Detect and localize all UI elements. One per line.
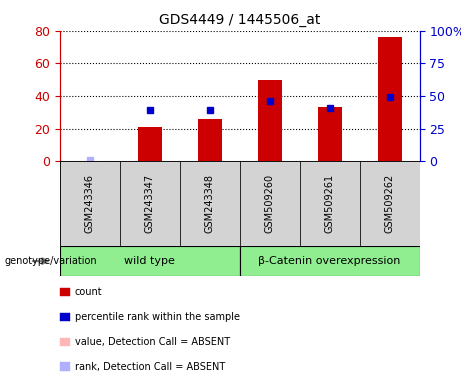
Bar bbox=[378, 37, 402, 161]
Text: wild type: wild type bbox=[124, 256, 175, 266]
Bar bbox=[258, 79, 282, 161]
Bar bbox=[300, 161, 360, 246]
Text: rank, Detection Call = ABSENT: rank, Detection Call = ABSENT bbox=[75, 362, 225, 372]
Text: count: count bbox=[75, 287, 102, 297]
Bar bbox=[240, 246, 420, 276]
Bar bbox=[318, 108, 342, 161]
Bar bbox=[60, 161, 120, 246]
Bar bbox=[360, 161, 420, 246]
Text: GSM243346: GSM243346 bbox=[85, 174, 95, 233]
Bar bbox=[240, 161, 300, 246]
Text: GSM243348: GSM243348 bbox=[205, 174, 215, 233]
Title: GDS4449 / 1445506_at: GDS4449 / 1445506_at bbox=[159, 13, 320, 27]
Bar bbox=[120, 161, 180, 246]
Text: GSM509260: GSM509260 bbox=[265, 174, 275, 233]
Bar bbox=[138, 127, 162, 161]
Text: GSM509261: GSM509261 bbox=[325, 174, 335, 233]
Text: genotype/variation: genotype/variation bbox=[5, 256, 97, 266]
Text: GSM509262: GSM509262 bbox=[384, 174, 395, 233]
Text: GSM243347: GSM243347 bbox=[145, 174, 155, 233]
Text: value, Detection Call = ABSENT: value, Detection Call = ABSENT bbox=[75, 337, 230, 347]
Text: β-Catenin overexpression: β-Catenin overexpression bbox=[259, 256, 401, 266]
Text: percentile rank within the sample: percentile rank within the sample bbox=[75, 312, 240, 322]
Bar bbox=[180, 161, 240, 246]
Bar bbox=[60, 246, 240, 276]
Bar bbox=[198, 119, 222, 161]
